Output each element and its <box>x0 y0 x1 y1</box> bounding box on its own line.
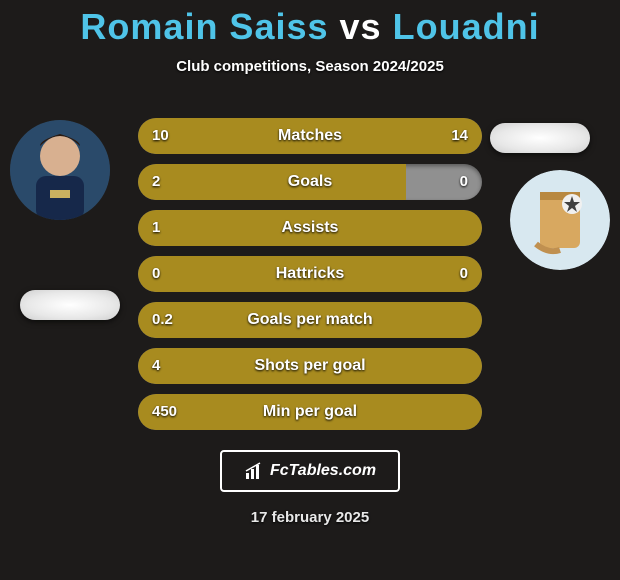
stat-value-left: 0.2 <box>138 302 187 338</box>
stat-value-left: 450 <box>138 394 191 430</box>
stat-row: 0.2Goals per match <box>138 302 482 338</box>
player2-name: Louadni <box>393 6 540 47</box>
footer-date: 17 february 2025 <box>0 509 620 526</box>
vs-label: vs <box>340 6 382 47</box>
stat-row: 00Hattricks <box>138 256 482 292</box>
stat-bar-left <box>138 210 482 246</box>
brand-text: FcTables.com <box>270 462 376 480</box>
stat-value-right: 14 <box>437 118 482 154</box>
stat-row: 1Assists <box>138 210 482 246</box>
brand-badge: FcTables.com <box>220 450 400 492</box>
stat-row: 1014Matches <box>138 118 482 154</box>
player2-avatar <box>510 170 610 270</box>
stat-value-left: 1 <box>138 210 174 246</box>
stat-value-left: 10 <box>138 118 183 154</box>
player1-avatar <box>10 120 110 220</box>
player1-name: Romain Saiss <box>80 6 328 47</box>
stat-bar-left <box>138 256 482 292</box>
player1-club-pill <box>20 290 120 320</box>
stat-value-right: 0 <box>446 164 482 200</box>
comparison-title: Romain Saiss vs Louadni <box>0 0 620 48</box>
stat-value-left: 4 <box>138 348 174 384</box>
stat-bar-left <box>138 302 482 338</box>
stat-row: 20Goals <box>138 164 482 200</box>
stat-row: 450Min per goal <box>138 394 482 430</box>
stat-value-left: 0 <box>138 256 174 292</box>
player2-club-pill <box>490 123 590 153</box>
stat-bar-left <box>138 348 482 384</box>
stat-value-left: 2 <box>138 164 174 200</box>
stat-row: 4Shots per goal <box>138 348 482 384</box>
brand-icon <box>244 461 264 481</box>
subtitle: Club competitions, Season 2024/2025 <box>0 58 620 75</box>
stat-bar-left <box>138 164 406 200</box>
stats-container: 1014Matches20Goals1Assists00Hattricks0.2… <box>138 118 482 440</box>
stat-value-right: 0 <box>446 256 482 292</box>
